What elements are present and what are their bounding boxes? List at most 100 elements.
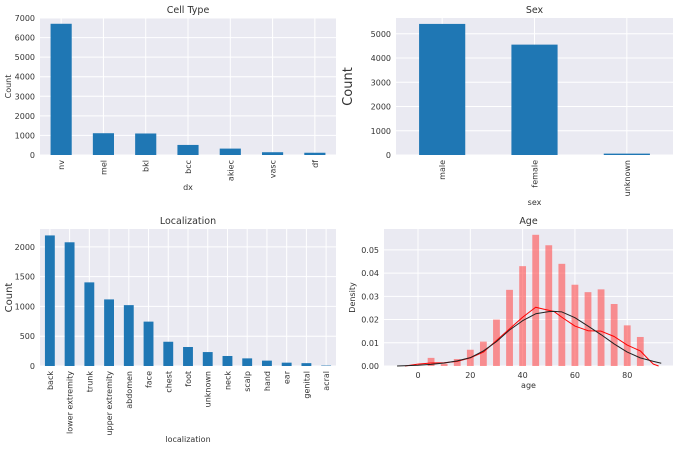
y-axis-label: Count — [4, 75, 13, 99]
histogram-bar — [493, 319, 500, 366]
y-tick-label: 2000 — [371, 103, 391, 112]
histogram-bar — [519, 266, 527, 366]
y-tick-label: 5000 — [371, 30, 391, 39]
x-tick-label: vasc — [269, 160, 278, 178]
y-tick-label: 6000 — [15, 34, 35, 43]
y-tick-label: 0 — [386, 151, 391, 160]
x-tick-label: mel — [99, 160, 108, 175]
histogram-bar — [440, 363, 448, 366]
x-tick-label: bcc — [184, 160, 193, 174]
y-tick-label: 1500 — [15, 273, 35, 282]
histogram-bar — [610, 304, 618, 366]
x-axis-label: sex — [528, 198, 542, 207]
bar-face — [143, 321, 154, 366]
histogram-bar — [479, 341, 487, 366]
x-tick-label: nv — [57, 160, 66, 170]
x-tick-label: acral — [322, 371, 331, 391]
y-tick-label: 0.03 — [361, 292, 379, 301]
x-tick-label: hand — [263, 371, 272, 391]
y-tick-label: 0 — [30, 362, 35, 371]
bar-bkl — [135, 133, 157, 155]
bar-neck — [222, 355, 233, 366]
x-tick-label: lower extremity — [66, 371, 75, 434]
bar-df — [304, 152, 326, 155]
histogram-bar — [453, 359, 461, 366]
y-tick-label: 1000 — [15, 302, 35, 311]
x-tick-label: 40 — [518, 371, 528, 380]
bar-hand — [262, 360, 272, 366]
y-tick-label: 0.02 — [361, 316, 379, 325]
y-tick-label: 3000 — [15, 92, 35, 101]
x-tick-label: 80 — [622, 371, 632, 380]
histogram-bar — [545, 245, 553, 366]
histogram-bar — [427, 357, 435, 366]
x-axis-label: age — [521, 381, 536, 390]
y-tick-label: 7000 — [15, 14, 35, 23]
y-tick-label: 3000 — [371, 78, 391, 87]
bar-male — [419, 23, 466, 156]
x-tick-label: unknown — [204, 371, 213, 407]
y-tick-label: 0.04 — [361, 269, 379, 278]
subplot-localization: Localization localization Count 0 500 1000 150… — [4, 216, 336, 444]
bar-unknown — [603, 153, 650, 155]
x-tick-label: trunk — [85, 371, 94, 393]
x-tick-label: genital — [302, 371, 311, 399]
y-tick-label: 1000 — [15, 131, 35, 140]
chart-title: Age — [519, 216, 538, 227]
y-tick-label: 4000 — [15, 73, 35, 82]
x-tick-label: face — [145, 371, 154, 388]
x-tick-label: ear — [283, 370, 292, 384]
x-tick-label: chest — [164, 371, 173, 393]
x-tick-label: back — [46, 371, 55, 390]
bar-lower-extremity — [64, 242, 75, 366]
bar-foot — [183, 346, 193, 366]
y-tick-label: 0.00 — [361, 362, 379, 371]
bar-chest — [163, 341, 174, 366]
x-tick-label: female — [531, 160, 540, 188]
bar-upper-extremity — [104, 299, 114, 366]
bar-back — [44, 235, 55, 366]
y-tick-label: 500 — [20, 332, 35, 341]
subplot-cell-type: Cell Type dx Count 0 1000 2000 3000 4000 5000 600… — [4, 5, 336, 192]
x-tick-label: akiec — [226, 160, 235, 181]
bar-unknown — [202, 352, 213, 366]
y-tick-label: 5000 — [15, 53, 35, 62]
x-tick-label: bkl — [142, 160, 151, 172]
y-tick-label: 2000 — [15, 112, 35, 121]
bar-akiec — [219, 148, 241, 155]
subplot-age: Age age Density 0.00 0.01 0.02 0.03 0.04 0.05 0 20… — [348, 216, 673, 390]
histogram-bar — [558, 263, 566, 366]
x-tick-label: df — [311, 160, 320, 168]
histogram-bar — [584, 292, 592, 366]
bar-vasc — [262, 152, 284, 155]
x-tick-label: neck — [223, 371, 232, 390]
x-tick-label: upper extremity — [105, 371, 114, 436]
x-tick-label: scalp — [243, 371, 252, 392]
y-tick-label: 1000 — [371, 127, 391, 136]
bar-mel — [92, 133, 114, 155]
x-tick-label: abdomen — [125, 371, 134, 409]
subplot-sex: Sex sex Count 0 1000 2000 3000 4000 5000 male fema… — [341, 5, 673, 207]
y-tick-label: 0.05 — [361, 246, 379, 255]
chart-title: Sex — [526, 5, 544, 16]
y-axis-label: Count — [4, 283, 15, 313]
y-axis-label: Density — [348, 282, 357, 313]
x-tick-label: 20 — [465, 371, 475, 380]
bar-scalp — [242, 358, 253, 366]
x-axis-label: localization — [165, 435, 210, 444]
bar-genital — [301, 363, 312, 366]
y-tick-label: 0 — [30, 151, 35, 160]
y-tick-label: 2000 — [15, 243, 35, 252]
x-tick-label: unknown — [623, 160, 632, 196]
histogram-bar — [506, 289, 513, 366]
bar-trunk — [84, 282, 95, 366]
y-tick-label: 4000 — [371, 54, 391, 63]
histogram-bar — [571, 284, 579, 366]
x-tick-label: foot — [184, 371, 193, 387]
bar-abdomen — [123, 305, 134, 366]
chart-title: Localization — [160, 216, 216, 227]
x-tick-label: 60 — [570, 371, 580, 380]
x-tick-label: 0 — [415, 371, 420, 380]
histogram-bar — [597, 289, 605, 366]
